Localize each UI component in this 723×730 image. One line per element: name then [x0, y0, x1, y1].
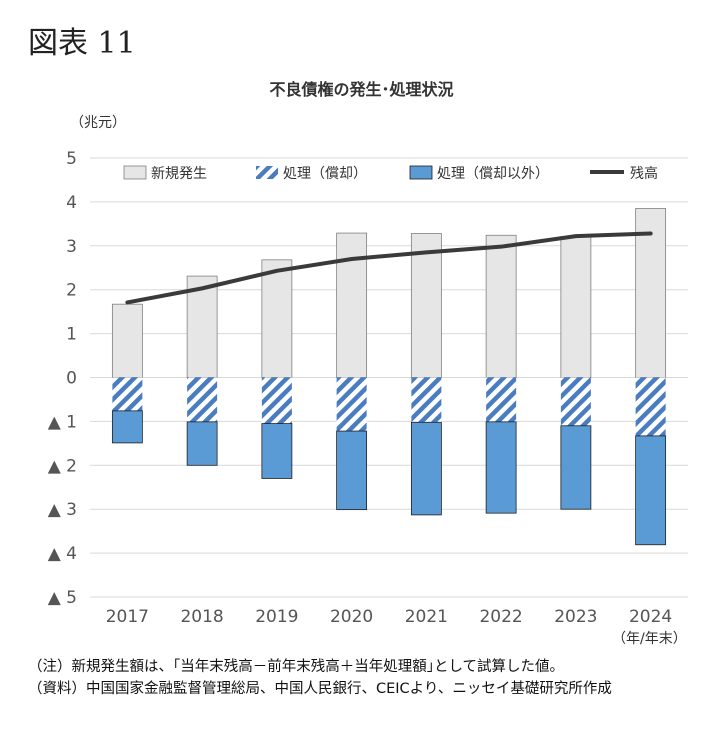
y-tick-label: 3 — [66, 237, 77, 257]
bar-writeoff — [336, 377, 367, 432]
bar-writeoff — [560, 377, 591, 426]
bar-other-disposal — [485, 421, 517, 514]
y-axis-unit-label: （兆元） — [70, 115, 126, 131]
bar-other-disposal — [336, 430, 368, 511]
legend-swatch-other — [409, 165, 433, 180]
y-tick-label: 1 — [66, 325, 77, 345]
bar-new-occurrence — [635, 208, 667, 378]
y-tick-label: 5 — [66, 149, 77, 169]
bar-writeoff — [411, 377, 442, 423]
bar-other-disposal — [186, 421, 218, 466]
bar-new-occurrence — [485, 234, 517, 378]
x-tick-label: 2024 — [629, 607, 672, 627]
x-tick-label: 2020 — [330, 607, 373, 627]
bar-writeoff — [187, 377, 218, 422]
x-tick-label: 2019 — [255, 607, 298, 627]
bar-writeoff — [112, 377, 143, 411]
bar-other-disposal — [111, 410, 143, 444]
x-tick-label: 2021 — [405, 607, 448, 627]
legend-swatch-new — [123, 165, 147, 180]
footnote-source: （資料）中国国家金融監督管理総局、中国人民銀行、CEICより、ニッセイ基礎研究所… — [28, 681, 612, 697]
y-tick-label: 2 — [66, 281, 77, 301]
y-tick-label: ▲ 2 — [48, 456, 77, 476]
y-tick-label: 4 — [66, 193, 77, 213]
x-tick-label: 2017 — [106, 607, 149, 627]
x-tick-label: 2018 — [180, 607, 223, 627]
bar-new-occurrence — [410, 233, 442, 378]
bar-other-disposal — [635, 435, 667, 546]
legend-label-new: 新規発生 — [151, 166, 207, 182]
bar-other-disposal — [410, 421, 442, 516]
x-tick-label: 2023 — [554, 607, 597, 627]
bar-other-disposal — [261, 423, 293, 479]
figure-label: 図表 11 — [28, 26, 136, 61]
y-tick-label: 0 — [66, 369, 77, 389]
bar-other-disposal — [560, 425, 592, 510]
bar-writeoff — [261, 377, 292, 424]
legend-swatch-writeoff — [256, 166, 278, 179]
legend-label-balance: 残高 — [630, 165, 658, 182]
bar-writeoff — [635, 377, 666, 436]
bar-new-occurrence — [261, 259, 293, 378]
bar-new-occurrence — [111, 303, 143, 378]
bar-writeoff — [486, 377, 517, 422]
y-tick-label: ▲ 3 — [48, 500, 77, 520]
y-tick-label: ▲ 4 — [48, 544, 77, 564]
line-balance — [125, 231, 653, 305]
bar-new-occurrence — [186, 275, 218, 378]
x-tick-label: 2022 — [479, 607, 522, 627]
y-tick-label: ▲ 1 — [48, 412, 77, 432]
bar-new-occurrence — [560, 236, 592, 378]
chart-title: 不良債権の発生･処理状況 — [269, 80, 454, 99]
footnote-note: （注）新規発生額は、｢当年末残高－前年末残高＋当年処理額｣として試算した値。 — [28, 659, 565, 675]
x-axis-unit-label: （年/年末） — [612, 631, 687, 647]
y-tick-label: ▲ 5 — [48, 588, 77, 608]
legend-label-other: 処理（償却以外） — [437, 166, 549, 182]
bar-new-occurrence — [336, 232, 368, 378]
legend-label-writeoff: 処理（償却） — [283, 166, 367, 182]
